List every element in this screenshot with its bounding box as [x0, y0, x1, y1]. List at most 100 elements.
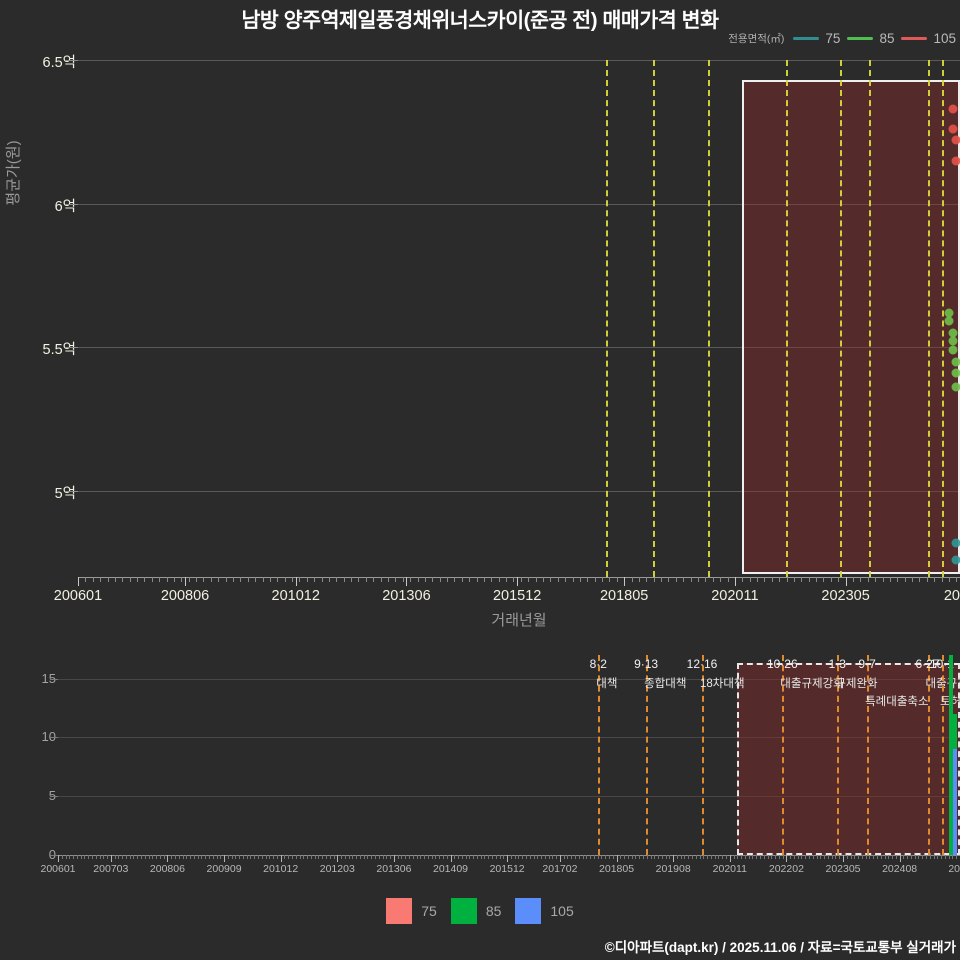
price-data-point[interactable] — [951, 368, 960, 378]
volume-x-minor-tick — [250, 855, 252, 859]
price-data-point[interactable] — [951, 538, 960, 548]
volume-x-minor-tick — [503, 855, 505, 859]
volume-x-minor-tick — [926, 855, 928, 859]
price-data-point[interactable] — [948, 328, 958, 338]
price-data-point[interactable] — [951, 357, 960, 367]
volume-x-minor-tick — [839, 855, 841, 859]
price-x-minor-tick — [351, 577, 353, 582]
price-x-minor-tick — [948, 577, 950, 582]
price-data-point[interactable] — [948, 104, 958, 114]
volume-legend-swatch-105 — [515, 898, 542, 924]
volume-x-minor-tick — [703, 855, 705, 859]
volume-x-minor-tick — [941, 855, 943, 859]
price-x-minor-tick — [631, 577, 633, 582]
volume-x-minor-tick — [820, 855, 822, 859]
price-x-minor-tick — [188, 577, 190, 582]
legend-item-85[interactable]: 85 — [847, 31, 894, 46]
volume-x-minor-tick — [118, 855, 120, 859]
volume-x-minor-tick — [408, 855, 410, 859]
volume-x-minor-tick — [597, 855, 599, 859]
volume-x-minor-tick — [480, 855, 482, 859]
price-data-point[interactable] — [948, 124, 958, 134]
price-x-minor-tick — [240, 577, 242, 582]
price-x-minor-tick — [690, 577, 692, 582]
volume-legend-label-85: 85 — [485, 903, 502, 919]
price-data-point[interactable] — [948, 345, 958, 355]
volume-x-minor-tick — [76, 855, 78, 859]
volume-x-minor-tick — [624, 855, 626, 859]
price-x-minor-tick — [889, 577, 891, 582]
legend-item-75[interactable]: 75 — [793, 31, 840, 46]
price-x-minor-tick — [247, 577, 249, 582]
volume-x-minor-tick — [831, 855, 833, 859]
price-x-minor-tick — [816, 577, 818, 582]
volume-x-minor-tick — [397, 855, 399, 859]
volume-x-minor-tick — [73, 855, 75, 859]
price-x-minor-tick — [956, 577, 958, 582]
price-data-point[interactable] — [951, 135, 960, 145]
volume-x-minor-tick — [571, 855, 573, 859]
price-x-minor-tick — [926, 577, 928, 582]
volume-x-minor-tick — [658, 855, 660, 859]
price-y-tick-label: 5억 — [54, 485, 76, 502]
volume-x-minor-tick — [801, 855, 803, 859]
volume-legend-item-105[interactable]: 105 — [515, 898, 574, 924]
price-x-minor-tick — [609, 577, 611, 582]
price-x-minor-tick — [122, 577, 124, 582]
price-x-minor-tick — [587, 577, 589, 582]
price-x-major-tick — [185, 577, 187, 586]
legend-item-105[interactable]: 105 — [901, 31, 956, 46]
price-data-point[interactable] — [944, 308, 954, 318]
volume-x-minor-tick — [793, 855, 795, 859]
price-data-point[interactable] — [951, 555, 960, 565]
volume-x-major-tick — [58, 855, 59, 862]
volume-x-minor-tick — [363, 855, 365, 859]
price-data-point[interactable] — [951, 156, 960, 166]
volume-x-minor-tick — [133, 855, 135, 859]
volume-x-minor-tick — [522, 855, 524, 859]
volume-legend-item-75[interactable]: 75 — [386, 898, 437, 924]
policy-marker-date: 9·13 — [634, 657, 659, 671]
volume-x-minor-tick — [299, 855, 301, 859]
volume-x-minor-tick — [929, 855, 931, 859]
price-x-minor-tick — [358, 577, 360, 582]
volume-x-minor-tick — [273, 855, 275, 859]
price-scatter-plot: 6.5억 6억 5.5억 5억 — [43, 55, 960, 577]
policy-marker-line — [653, 60, 656, 577]
price-x-tick-label: 201306 — [382, 588, 431, 604]
price-x-minor-tick — [92, 577, 94, 582]
volume-x-minor-tick — [231, 855, 233, 859]
volume-x-minor-tick — [873, 855, 875, 859]
volume-x-minor-tick — [646, 855, 648, 859]
volume-highlight-region — [737, 663, 960, 855]
price-x-axis-label: 거래년월 — [491, 612, 547, 629]
price-x-minor-tick — [439, 577, 441, 582]
volume-legend-item-85[interactable]: 85 — [450, 898, 502, 924]
volume-x-minor-tick — [265, 855, 267, 859]
price-x-major-tick — [406, 577, 408, 586]
volume-x-minor-tick — [718, 855, 720, 859]
price-data-point[interactable] — [944, 316, 954, 326]
volume-x-minor-tick — [367, 855, 369, 859]
price-data-point[interactable] — [948, 336, 958, 346]
volume-x-tick-label: 201409 — [432, 863, 469, 875]
volume-x-minor-tick — [431, 855, 433, 859]
price-x-minor-tick — [255, 577, 257, 582]
price-x-minor-tick — [306, 577, 308, 582]
volume-x-minor-tick — [439, 855, 441, 859]
volume-bar[interactable] — [949, 655, 954, 855]
price-data-point[interactable] — [951, 382, 960, 392]
volume-bar[interactable] — [953, 749, 958, 855]
volume-x-minor-tick — [258, 855, 260, 859]
price-x-minor-tick — [705, 577, 707, 582]
volume-x-minor-tick — [525, 855, 527, 859]
volume-x-minor-tick — [473, 855, 475, 859]
price-x-minor-tick — [793, 577, 795, 582]
volume-x-minor-tick — [914, 855, 916, 859]
volume-x-minor-tick — [642, 855, 644, 859]
volume-x-minor-tick — [235, 855, 237, 859]
price-x-minor-tick — [210, 577, 212, 582]
price-x-minor-tick — [912, 577, 914, 582]
volume-x-minor-tick — [903, 855, 905, 859]
policy-marker-date: 6·27 — [915, 657, 940, 671]
